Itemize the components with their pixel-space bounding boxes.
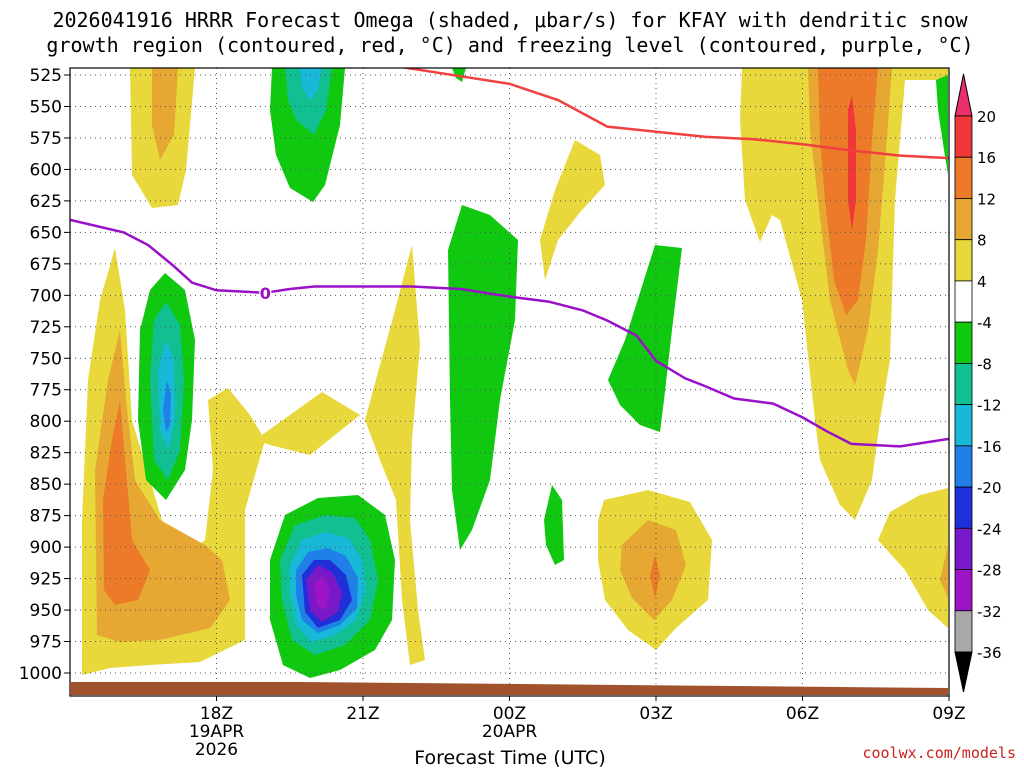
y-tick-label: 650 xyxy=(30,223,62,243)
colorbar-label: -20 xyxy=(977,479,1002,497)
colorbar-label: -8 xyxy=(977,355,992,373)
colorbar-swatch xyxy=(954,445,973,488)
y-tick-label: 850 xyxy=(30,475,62,495)
omega-positive-02z xyxy=(540,140,605,280)
colorbar-label: -12 xyxy=(977,397,1002,415)
colorbar-label: 8 xyxy=(977,232,987,250)
x-tick-label: 18Z xyxy=(200,704,233,724)
omega-positive-03z-12 xyxy=(650,555,660,598)
colorbar-swatch xyxy=(954,486,973,529)
y-tick-label: 875 xyxy=(30,507,62,527)
y-tick-label: 925 xyxy=(30,570,62,590)
colorbar-swatch xyxy=(954,115,973,158)
colorbar-swatch xyxy=(954,321,973,364)
y-axis: 525 550 575 600 625 650 675 700 725 750 775 800 825 8… xyxy=(19,66,70,684)
colorbar-swatch xyxy=(954,198,973,241)
freezing-level-contour xyxy=(70,218,949,448)
y-tick-label: 625 xyxy=(30,192,62,212)
y-tick-label: 550 xyxy=(30,97,62,117)
y-tick-label: 950 xyxy=(30,601,62,621)
x-axis-title: Forecast Time (UTC) xyxy=(414,747,605,768)
omega-positive-0930z-8 xyxy=(940,545,948,598)
colorbar-label: -36 xyxy=(977,644,1002,662)
omega-negative-21z-upper-8 xyxy=(285,68,332,135)
contour-lines: 0 xyxy=(70,68,949,448)
y-tick-label: 825 xyxy=(30,444,62,464)
colorbar-swatch xyxy=(954,610,973,653)
omega-negative-21z-lower-32 xyxy=(314,575,330,610)
omega-positive-18z-upper-8 xyxy=(152,68,178,160)
omega-positive-08z-16 xyxy=(848,95,856,230)
colorbar-swatch xyxy=(954,156,973,199)
omega-positive-18z-lower-12 xyxy=(103,400,150,605)
omega-shading xyxy=(82,68,948,678)
omega-negative-21z-upper-12 xyxy=(300,68,322,100)
x-tick-label: 00Z xyxy=(493,704,526,724)
colorbar-label: 20 xyxy=(977,108,996,126)
x-tick-label: 19APR xyxy=(189,722,245,742)
omega-positive-20z xyxy=(255,392,360,455)
contour-label-bg xyxy=(259,284,272,300)
x-tick-label: 09Z xyxy=(932,704,965,724)
dendritic-growth-contour xyxy=(399,68,949,160)
x-tick-label: 06Z xyxy=(786,704,819,724)
y-tick-label: 675 xyxy=(30,255,62,275)
terrain-ground-band xyxy=(70,682,948,695)
y-tick-label: 725 xyxy=(30,318,62,338)
colorbar: 20 16 12 8 4 -4 -8 -12 -16 -20 -24 -28 -32 -36 xyxy=(954,73,1002,693)
chart-title-line-1: 2026041916 HRRR Forecast Omega (shaded, … xyxy=(52,8,968,32)
colorbar-swatch xyxy=(954,527,973,570)
colorbar-label: 4 xyxy=(977,273,987,291)
omega-negative-02z xyxy=(544,485,564,565)
freezing-level-label: 0 xyxy=(260,284,271,303)
colorbar-swatch xyxy=(954,280,973,323)
chart-title-line-2: growth region (contoured, red, °C) and f… xyxy=(46,33,973,57)
colorbar-label: 16 xyxy=(977,149,996,167)
y-tick-label: 800 xyxy=(30,412,62,432)
omega-negative-0930z xyxy=(936,75,948,175)
omega-positive-0930z xyxy=(878,488,948,628)
y-tick-label: 900 xyxy=(30,538,62,558)
y-tick-label: 525 xyxy=(30,66,62,86)
y-tick-label: 775 xyxy=(30,381,62,401)
colorbar-bottom-arrow xyxy=(954,651,973,693)
y-tick-label: 700 xyxy=(30,286,62,306)
x-tick-label: 2026 xyxy=(195,740,238,760)
colorbar-swatch xyxy=(954,404,973,447)
y-tick-label: 1000 xyxy=(19,664,62,684)
x-tick-label: 21Z xyxy=(346,704,379,724)
colorbar-top-arrow xyxy=(954,73,973,117)
y-tick-label: 575 xyxy=(30,129,62,149)
colorbar-label: -16 xyxy=(977,438,1002,456)
x-tick-label: 03Z xyxy=(639,704,672,724)
omega-positive-2230z xyxy=(365,245,425,665)
colorbar-swatch xyxy=(954,362,973,406)
colorbar-label: -32 xyxy=(977,603,1002,621)
y-tick-label: 750 xyxy=(30,349,62,369)
x-tick-label: 20APR xyxy=(482,722,538,742)
colorbar-label: -4 xyxy=(977,314,992,332)
omega-negative-00z xyxy=(448,205,518,550)
omega-negative-04z xyxy=(608,245,682,432)
colorbar-label: -28 xyxy=(977,562,1002,580)
colorbar-swatch xyxy=(954,569,973,612)
colorbar-label: -24 xyxy=(977,520,1002,538)
y-tick-label: 975 xyxy=(30,633,62,653)
omega-negative-18z-16 xyxy=(163,380,171,432)
credit-link[interactable]: coolwx.com/models xyxy=(862,744,1016,762)
colorbar-label: 12 xyxy=(977,190,996,208)
y-tick-label: 600 xyxy=(30,160,62,180)
plot-area xyxy=(82,68,948,678)
colorbar-swatch xyxy=(954,239,973,282)
